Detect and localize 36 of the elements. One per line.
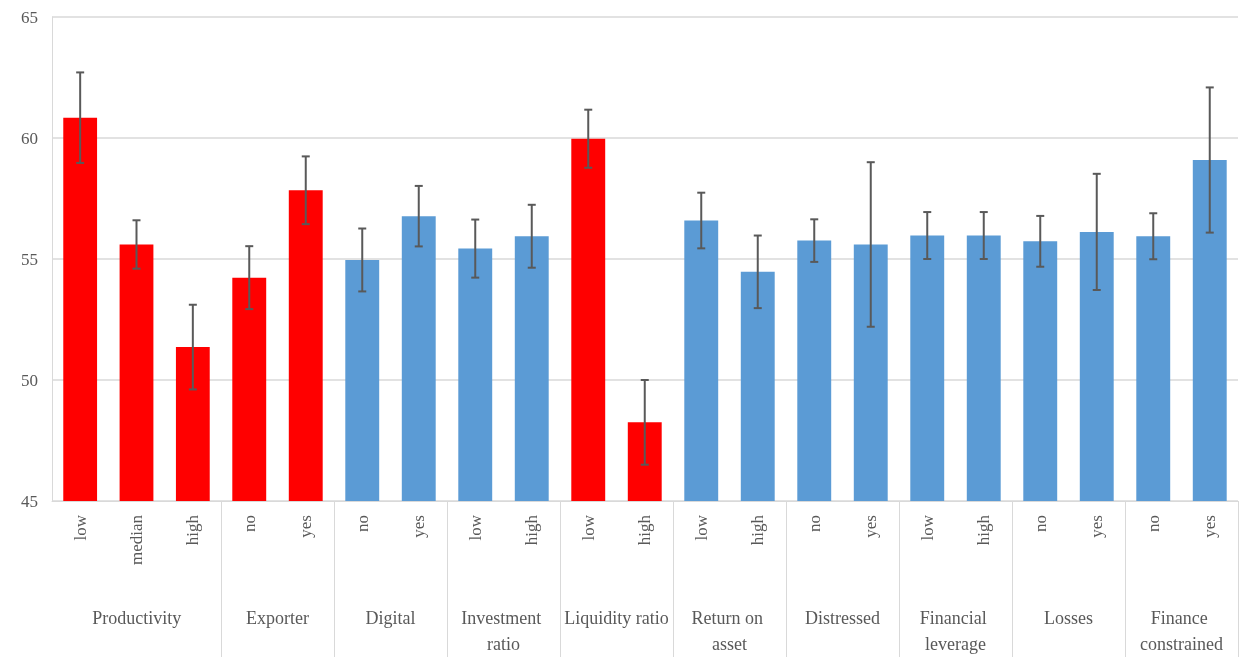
x-tick-label: yes xyxy=(1200,515,1220,538)
y-tick-label: 45 xyxy=(21,491,38,511)
x-axis-title: Digital xyxy=(365,608,416,628)
x-tick-label: yes xyxy=(409,515,429,538)
y-tick-label: 65 xyxy=(21,7,38,27)
x-tick-label: no xyxy=(804,515,824,532)
y-tick-label: 55 xyxy=(21,249,38,269)
x-tick-label: high xyxy=(974,514,994,546)
x-axis-title: Distressed xyxy=(805,608,881,628)
x-tick-label: high xyxy=(522,514,542,546)
x-tick-label: low xyxy=(917,514,937,541)
x-axis-title: Investment ratio xyxy=(461,608,547,654)
x-tick-label: low xyxy=(691,514,711,541)
x-tick-label: high xyxy=(183,514,203,546)
x-axis-title: Productivity xyxy=(92,608,182,628)
x-tick-label: yes xyxy=(296,515,316,538)
x-tick-label: median xyxy=(127,514,146,566)
x-tick-label: yes xyxy=(861,515,881,538)
x-axis-title: Exporter xyxy=(246,608,310,628)
x-tick-label: high xyxy=(635,514,655,546)
x-tick-label: no xyxy=(353,515,373,532)
x-axis-title: Liquidity ratio xyxy=(564,608,669,628)
x-tick-label: low xyxy=(466,514,486,541)
x-axis-title: Financial leverage xyxy=(919,608,992,654)
x-axis-title: Finance constrained xyxy=(1140,608,1224,654)
x-axis-title: Return on asset xyxy=(691,608,768,654)
x-axis-title: Losses xyxy=(1044,608,1094,628)
y-tick-label: 60 xyxy=(21,128,38,148)
x-tick-label: no xyxy=(1030,515,1050,532)
x-tick-label: low xyxy=(70,514,90,541)
x-tick-label: no xyxy=(240,515,260,532)
x-tick-label: yes xyxy=(1087,515,1107,538)
x-tick-label: high xyxy=(748,514,768,546)
y-tick-label: 50 xyxy=(21,370,38,390)
x-tick-label: no xyxy=(1143,515,1163,532)
x-tick-label: low xyxy=(579,514,599,541)
